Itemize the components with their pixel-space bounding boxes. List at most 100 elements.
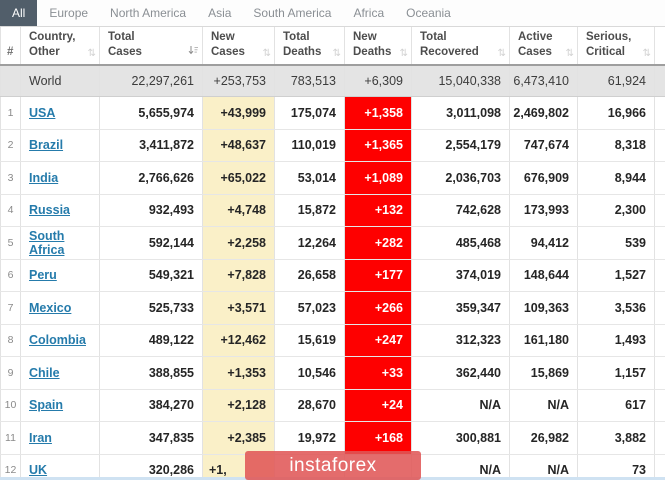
- new-cases-cell: +7,828: [203, 259, 275, 291]
- total-cases-value: 384,270: [148, 398, 194, 413]
- covid-stats-table: # Country, Other ⇅ Total Cases New Cases ⇅ Total D…: [0, 27, 665, 480]
- total-cases-cell: 932,493: [100, 194, 203, 226]
- country-link[interactable]: Spain: [29, 398, 64, 413]
- instaforex-watermark: instaforex: [245, 451, 421, 480]
- country-link[interactable]: South Africa: [29, 228, 65, 257]
- new-cases-value: +2,258: [227, 235, 266, 250]
- row-spacer: [655, 259, 665, 291]
- active-cases-value: 26,982: [530, 430, 569, 445]
- country-link[interactable]: Peru: [29, 268, 57, 283]
- total-cases-value: 5,655,974: [138, 105, 194, 120]
- header-active-cases[interactable]: Active Cases ⇅: [510, 27, 578, 64]
- serious-critical-cell: 61,924: [578, 66, 655, 96]
- country-cell: UK: [21, 454, 100, 480]
- new-deaths-value: +24: [381, 398, 403, 413]
- country-link[interactable]: Brazil: [29, 138, 64, 153]
- header-label: New: [211, 31, 235, 44]
- header-new-deaths[interactable]: New Deaths ⇅: [345, 27, 412, 64]
- new-cases-value: +2,128: [227, 398, 266, 413]
- header-total-cases[interactable]: Total Cases: [100, 27, 203, 64]
- total-deaths-value: 12,264: [297, 235, 336, 250]
- new-deaths-cell: +247: [345, 324, 412, 356]
- total-deaths-value: 15,619: [297, 333, 336, 348]
- tab-africa[interactable]: Africa: [353, 6, 385, 20]
- header-label: Cases: [211, 45, 245, 58]
- country-cell: World: [21, 66, 100, 96]
- new-cases-cell: +65,022: [203, 162, 275, 194]
- total-recovered-cell: 312,323: [412, 324, 510, 356]
- total-recovered-value: 742,628: [455, 203, 501, 218]
- total-recovered-cell: 2,036,703: [412, 162, 510, 194]
- active-cases-cell: 26,982: [510, 422, 578, 454]
- header-serious-critical[interactable]: Serious, Critical ⇅: [578, 27, 655, 64]
- header-country[interactable]: Country, Other ⇅: [21, 27, 100, 64]
- active-cases-cell: 148,644: [510, 259, 578, 291]
- total-recovered-value: 300,881: [455, 430, 501, 445]
- country-link[interactable]: Chile: [29, 365, 60, 380]
- total-recovered-cell: 2,554,179: [412, 129, 510, 161]
- total-recovered-cell: N/A: [412, 454, 510, 480]
- new-cases-value: +48,637: [220, 138, 266, 153]
- header-label: Country,: [29, 31, 76, 44]
- active-cases-value: 676,909: [523, 170, 569, 185]
- active-cases-cell: N/A: [510, 389, 578, 421]
- serious-critical-value: 1,493: [614, 333, 646, 348]
- total-deaths-value: 19,972: [297, 430, 336, 445]
- country-link[interactable]: UK: [29, 463, 48, 478]
- rank-value: 10: [4, 399, 17, 412]
- total-deaths-value: 15,872: [297, 203, 336, 218]
- total-recovered-value: N/A: [479, 398, 501, 413]
- country-link[interactable]: Mexico: [29, 300, 72, 315]
- tab-south-america[interactable]: South America: [253, 6, 332, 20]
- table-row-spain: 10 Spain 384,270 +2,128 28,670 +24 N/A N/A 617: [0, 389, 665, 422]
- total-cases-value: 525,733: [148, 300, 194, 315]
- total-cases-value: 388,855: [148, 365, 194, 380]
- country-link[interactable]: Colombia: [29, 333, 86, 348]
- row-spacer: [655, 129, 665, 161]
- header-label: Deaths: [283, 45, 322, 58]
- rank-cell: [0, 66, 21, 96]
- new-cases-cell: +3,571: [203, 292, 275, 324]
- row-spacer: [655, 454, 665, 480]
- total-cases-cell: 384,270: [100, 389, 203, 421]
- total-cases-cell: 525,733: [100, 292, 203, 324]
- tab-oceania[interactable]: Oceania: [406, 6, 451, 20]
- new-cases-cell: +12,462: [203, 324, 275, 356]
- total-recovered-value: 362,440: [455, 365, 501, 380]
- tab-north-america[interactable]: North America: [110, 6, 187, 20]
- total-recovered-cell: N/A: [412, 389, 510, 421]
- active-cases-value: 109,363: [523, 300, 569, 315]
- serious-critical-value: 61,924: [607, 74, 646, 88]
- active-cases-cell: 161,180: [510, 324, 578, 356]
- active-cases-cell: 15,869: [510, 357, 578, 389]
- header-total-recovered[interactable]: Total Recovered ⇅: [412, 27, 510, 64]
- total-cases-value: 549,321: [148, 268, 194, 283]
- country-link[interactable]: Iran: [29, 430, 52, 445]
- rank-value: 12: [4, 464, 17, 477]
- rank-value: 4: [7, 204, 14, 217]
- country-cell: India: [21, 162, 100, 194]
- rank-cell: 8: [0, 324, 21, 356]
- new-deaths-value: +1,365: [364, 138, 403, 153]
- country-link[interactable]: Russia: [29, 203, 70, 218]
- rank-cell: 9: [0, 357, 21, 389]
- country-link[interactable]: USA: [29, 105, 56, 120]
- total-recovered-value: 3,011,098: [446, 105, 501, 120]
- tab-europe[interactable]: Europe: [49, 6, 89, 20]
- total-deaths-cell: 57,023: [275, 292, 345, 324]
- total-recovered-value: 374,019: [455, 268, 501, 283]
- header-label: New: [353, 31, 377, 44]
- sort-icon: ⇅: [565, 48, 574, 59]
- tab-all[interactable]: All: [0, 0, 38, 26]
- active-cases-cell: N/A: [510, 454, 578, 480]
- total-recovered-value: 2,554,179: [445, 138, 501, 153]
- country-link[interactable]: India: [29, 170, 59, 185]
- total-recovered-cell: 362,440: [412, 357, 510, 389]
- header-new-cases[interactable]: New Cases ⇅: [203, 27, 275, 64]
- rank-value: 11: [5, 431, 16, 444]
- rank-cell: 5: [0, 227, 21, 259]
- active-cases-cell: 747,674: [510, 129, 578, 161]
- header-total-deaths[interactable]: Total Deaths ⇅: [275, 27, 345, 64]
- total-cases-cell: 347,835: [100, 422, 203, 454]
- tab-asia[interactable]: Asia: [208, 6, 232, 20]
